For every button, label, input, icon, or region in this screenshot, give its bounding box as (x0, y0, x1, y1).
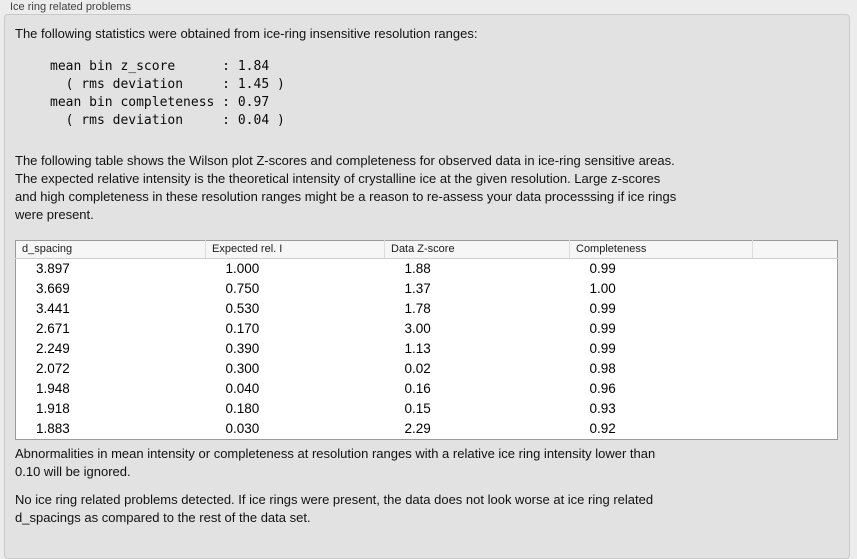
table-cell: 1.78 (404, 301, 431, 316)
conclusion-text: No ice ring related problems detected. I… (15, 492, 654, 525)
table-cell: 0.15 (404, 401, 431, 416)
table-cell: 0.93 (589, 401, 616, 416)
ice-ring-table[interactable]: d_spacing Expected rel. I Data Z-score Comp… (15, 240, 838, 440)
table-row[interactable]: 3.669 0.750 1.37 1.00 (16, 279, 838, 299)
column-header[interactable]: Expected rel. I (205, 240, 385, 259)
table-row[interactable]: 1.948 0.040 0.16 0.96 (16, 379, 838, 399)
table-cell: 0.99 (589, 261, 616, 276)
table-cell: 0.99 (589, 301, 616, 316)
table-cell: 2.072 (36, 361, 70, 376)
stats-block: mean bin z_score : 1.84 ( rms deviation … (50, 59, 285, 128)
table-cell: 1.948 (36, 381, 70, 396)
table-row[interactable]: 2.671 0.170 3.00 0.99 (16, 319, 838, 339)
table-cell: 0.16 (404, 381, 431, 396)
table-cell (753, 259, 838, 280)
table-cell: 2.249 (36, 341, 70, 356)
table-cell: 3.669 (36, 281, 70, 296)
table-cell: 0.170 (225, 321, 260, 336)
table-cell (753, 279, 838, 299)
table-cell: 0.98 (589, 361, 616, 376)
table-cell: 1.37 (404, 281, 431, 296)
table-cell: 0.750 (225, 281, 260, 296)
table-cell: 0.02 (404, 361, 431, 376)
column-header[interactable] (752, 240, 838, 259)
table-cell: 0.040 (225, 381, 260, 396)
table-cell: 0.96 (589, 381, 616, 396)
description-text: The following table shows the Wilson plo… (15, 153, 677, 222)
table-cell: 0.92 (589, 421, 616, 436)
table-cell: 0.390 (225, 341, 260, 356)
table-cell: 0.300 (225, 361, 260, 376)
table-cell: 1.13 (404, 341, 431, 356)
table-row[interactable]: 3.897 1.000 1.88 0.99 (16, 259, 838, 280)
table-row[interactable]: 2.249 0.390 1.13 0.99 (16, 339, 838, 359)
table-header-row: d_spacing Expected rel. I Data Z-score Comp… (15, 240, 838, 259)
ignore-note-text: Abnormalities in mean intensity or compl… (15, 446, 656, 479)
table-cell: 2.671 (36, 321, 70, 336)
table-row[interactable]: 2.072 0.300 0.02 0.98 (16, 359, 838, 379)
table-cell: 1.000 (225, 261, 260, 276)
table-cell: 0.180 (225, 401, 260, 416)
table-cell (753, 299, 838, 319)
table-cell (753, 419, 838, 440)
table-row[interactable]: 1.918 0.180 0.15 0.93 (16, 399, 838, 419)
table-cell (753, 359, 838, 379)
table-cell: 0.99 (589, 321, 616, 336)
intro-text: The following statistics were obtained f… (15, 26, 478, 41)
ice-ring-panel: The following statistics were obtained f… (4, 14, 850, 559)
table-cell (753, 399, 838, 419)
table-cell: 0.030 (225, 421, 260, 436)
table-cell: 1.00 (589, 281, 616, 296)
table-cell: 1.918 (36, 401, 70, 416)
table-cell (753, 319, 838, 339)
table-cell: 3.441 (36, 301, 70, 316)
table-cell: 0.99 (589, 341, 616, 356)
table-row[interactable]: 1.883 0.030 2.29 0.92 (16, 419, 838, 440)
panel-title: Ice ring related problems (10, 1, 132, 13)
table-cell: 1.883 (36, 421, 70, 436)
table-cell (753, 379, 838, 399)
table-cell: 0.530 (225, 301, 260, 316)
column-header[interactable]: d_spacing (15, 240, 206, 259)
table-row[interactable]: 3.441 0.530 1.78 0.99 (16, 299, 838, 319)
column-header[interactable]: Data Z-score (384, 240, 570, 259)
table-cell: 3.897 (36, 261, 70, 276)
table-cell: 1.88 (404, 261, 431, 276)
column-header[interactable]: Completeness (569, 240, 753, 259)
table-cell: 2.29 (404, 421, 431, 436)
table-cell: 3.00 (404, 321, 431, 336)
table-cell (753, 339, 838, 359)
